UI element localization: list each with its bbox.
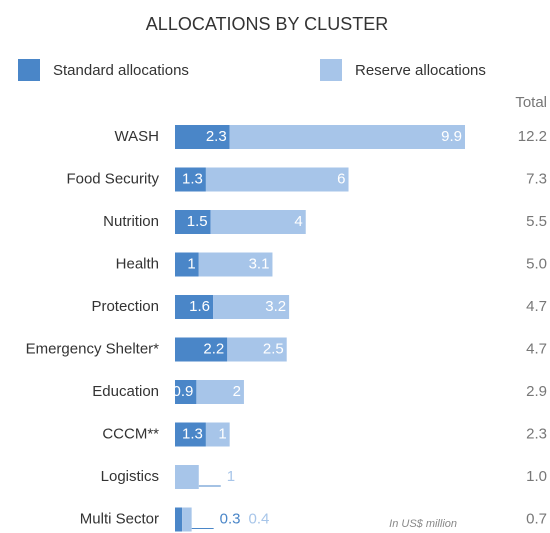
value-label: 2.3 — [206, 128, 227, 145]
total-label: 4.7 — [526, 340, 547, 357]
bar-segment — [229, 125, 465, 149]
total-label: 1.0 — [526, 468, 547, 485]
value-label: 9.9 — [441, 128, 462, 145]
category-label: Health — [116, 255, 159, 272]
total-label: 2.3 — [526, 425, 547, 442]
value-label: 4 — [294, 213, 302, 230]
value-label: 3.2 — [265, 298, 286, 315]
bar-segment — [175, 295, 214, 319]
value-label: 0.3 — [220, 510, 241, 527]
bar-segment — [175, 507, 183, 532]
bar-segment — [198, 252, 273, 277]
bar-segment — [196, 380, 244, 404]
value-label: 3.1 — [249, 255, 270, 272]
value-label: 0.4 — [248, 510, 269, 527]
category-label: Nutrition — [103, 213, 159, 230]
category-label: CCCM** — [102, 425, 159, 442]
value-label: 0.9 — [173, 383, 194, 400]
total-label: 7.3 — [526, 170, 547, 187]
category-label: Protection — [91, 298, 159, 315]
legend-swatch — [320, 59, 342, 81]
category-label: Education — [92, 383, 159, 400]
bar-segment — [175, 337, 228, 362]
value-label: 1 — [187, 255, 195, 272]
category-label: Food Security — [66, 170, 159, 187]
bar-segment — [205, 422, 230, 447]
legend-label: Reserve allocations — [355, 62, 486, 79]
bar-segment — [182, 507, 192, 532]
category-label: Multi Sector — [80, 510, 159, 527]
bar-segment — [227, 337, 287, 362]
chart-title: ALLOCATIONS BY CLUSTER — [146, 14, 388, 34]
bar-segment — [175, 465, 199, 489]
total-header: Total — [515, 94, 547, 111]
category-label: Emergency Shelter* — [26, 340, 160, 357]
legend-swatch — [18, 59, 40, 81]
total-label: 12.2 — [518, 128, 547, 145]
value-label: 1 — [227, 468, 235, 485]
bar-segment — [175, 380, 197, 404]
bar-segment — [213, 295, 290, 319]
category-label: WASH — [115, 128, 159, 145]
value-label: 2.2 — [203, 340, 224, 357]
total-label: 2.9 — [526, 383, 547, 400]
annotation: In US$ million — [389, 518, 457, 530]
value-label: 1 — [218, 425, 226, 442]
total-label: 5.5 — [526, 213, 547, 230]
value-label: 1.5 — [187, 213, 208, 230]
bar-segment — [175, 125, 230, 149]
total-label: 0.7 — [526, 510, 547, 527]
bar-segment — [175, 167, 206, 192]
value-label: 1.6 — [189, 298, 210, 315]
value-label: 1.3 — [182, 425, 203, 442]
value-label: 2 — [233, 383, 241, 400]
total-label: 5.0 — [526, 255, 547, 272]
bar-segment — [175, 422, 206, 447]
value-label: 1.3 — [182, 170, 203, 187]
bar-segment — [205, 167, 349, 192]
value-label: 2.5 — [263, 340, 284, 357]
category-label: Logistics — [101, 468, 159, 485]
bar-segment — [175, 252, 199, 277]
legend-label: Standard allocations — [53, 62, 189, 79]
value-label: 6 — [337, 170, 345, 187]
bar-segment — [210, 210, 306, 234]
total-label: 4.7 — [526, 298, 547, 315]
bar-segment — [175, 210, 211, 234]
